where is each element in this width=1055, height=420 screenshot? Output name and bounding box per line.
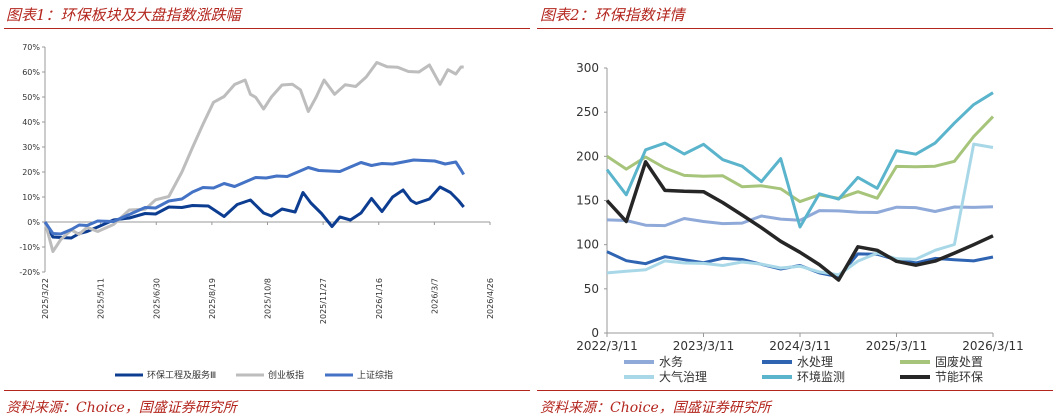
chart1-title-rule bbox=[4, 28, 530, 29]
chart1-source-rule bbox=[4, 390, 530, 391]
chart1-x-tick-label: 2026/4/26 bbox=[486, 278, 495, 319]
chart2-x-tick-label: 2025/3/11 bbox=[866, 339, 928, 353]
chart1-y-tick-label: -20% bbox=[19, 268, 40, 277]
chart1-series-line bbox=[43, 185, 465, 240]
chart1-series-line bbox=[43, 158, 465, 236]
chart2-legend-label: 固废处置 bbox=[935, 354, 983, 369]
chart1-y-tick-label: -10% bbox=[19, 243, 40, 252]
chart2-y-tick-label: 100 bbox=[576, 238, 599, 252]
chart1-y-tick-label: 30% bbox=[22, 143, 40, 152]
chart2-y-tick-label: 150 bbox=[576, 194, 599, 208]
chart1-x-tick-label: 2026/1/16 bbox=[375, 278, 384, 319]
chart2-x-tick-label: 2024/3/11 bbox=[769, 339, 831, 353]
chart1-y-tick-label: 20% bbox=[22, 168, 40, 177]
chart2-title: 图表2：环保指数详情 bbox=[540, 6, 685, 24]
chart2-series-line bbox=[606, 250, 994, 279]
chart1-y-tick-label: 0% bbox=[27, 218, 40, 227]
chart1-y-tick-label: 60% bbox=[22, 68, 40, 77]
chart1-legend-label: 创业板指 bbox=[268, 369, 304, 381]
chart2-series-line bbox=[606, 205, 994, 228]
chart1-x-tick-label: 2025/6/30 bbox=[152, 278, 161, 319]
chart2-legend-label: 大气治理 bbox=[659, 369, 707, 384]
chart2-series-line bbox=[606, 115, 995, 204]
chart2-title-rule bbox=[537, 28, 1053, 29]
chart2-series-line bbox=[606, 142, 994, 277]
chart1-legend-label: 上证综指 bbox=[357, 369, 393, 381]
chart1-x-tick-label: 2026/3/7 bbox=[430, 278, 439, 314]
chart1-y-tick-label: 40% bbox=[22, 118, 40, 127]
chart2-y-tick-label: 0 bbox=[591, 326, 599, 340]
chart2-legend-label: 水务 bbox=[659, 354, 683, 369]
chart1-y-tick-label: 10% bbox=[22, 193, 40, 202]
chart1-x-tick-label: 2025/11/27 bbox=[319, 278, 328, 324]
chart2-source-rule bbox=[537, 390, 1053, 391]
chart2-y-tick-label: 50 bbox=[584, 282, 599, 296]
chart1-y-tick-label: 70% bbox=[22, 43, 40, 52]
chart1-legend-label: 环保工程及服务Ⅲ bbox=[147, 369, 216, 381]
chart1-series-line bbox=[43, 61, 464, 253]
chart1-y-tick-label: 50% bbox=[22, 93, 40, 102]
chart2-source: 资料来源：Choice，国盛证券研究所 bbox=[540, 400, 771, 416]
chart2-legend-label: 水处理 bbox=[797, 355, 833, 369]
chart1-title: 图表1：环保板块及大盘指数涨跌幅 bbox=[6, 6, 241, 24]
chart2-series-line bbox=[605, 160, 994, 282]
chart1-x-tick-label: 2025/3/22 bbox=[41, 278, 50, 319]
chart2-y-tick-label: 250 bbox=[576, 105, 599, 119]
chart1-x-tick-label: 2025/5/11 bbox=[97, 278, 106, 319]
chart2-x-tick-label: 2022/3/11 bbox=[576, 339, 638, 353]
chart2-legend-label: 节能环保 bbox=[935, 370, 983, 384]
chart2-x-tick-label: 2026/3/11 bbox=[962, 339, 1024, 353]
chart1-x-tick-label: 2025/8/19 bbox=[208, 278, 217, 319]
chart2-y-tick-label: 200 bbox=[576, 149, 599, 163]
chart2-x-tick-label: 2023/3/11 bbox=[673, 339, 735, 353]
chart2-legend-label: 环境监测 bbox=[797, 369, 845, 384]
chart2-series-line bbox=[605, 91, 994, 229]
chart1-source: 资料来源：Choice，国盛证券研究所 bbox=[6, 400, 237, 416]
chart1-x-tick-label: 2025/10/8 bbox=[264, 278, 273, 319]
chart2-y-tick-label: 300 bbox=[576, 61, 599, 75]
